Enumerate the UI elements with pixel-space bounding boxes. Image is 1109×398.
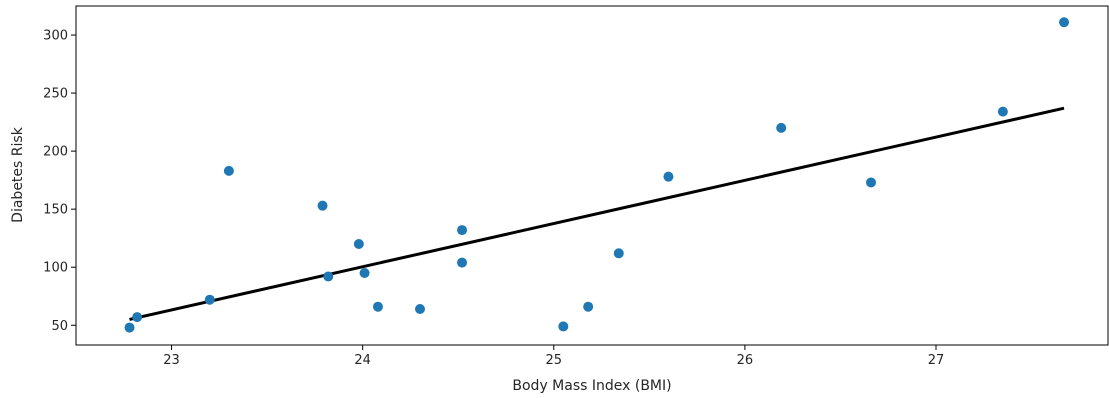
x-tick-label: 26 [737,353,754,368]
data-point [124,322,135,333]
data-point [317,200,328,211]
x-axis-label: Body Mass Index (BMI) [512,378,671,394]
data-point [558,321,569,332]
data-point [613,248,624,259]
data-point [997,106,1008,117]
y-tick-label: 150 [43,203,68,218]
data-point [359,268,370,279]
data-points-layer [124,17,1070,333]
data-point [866,177,877,188]
data-point [583,301,594,312]
plot-area [75,5,1109,346]
data-point [776,122,787,133]
data-point [372,301,383,312]
data-point [1059,17,1070,28]
data-point [204,294,215,305]
data-point [457,225,468,236]
x-tick-label: 23 [163,353,180,368]
y-tick-label: 200 [43,145,68,160]
regression-line [129,106,1065,321]
data-point [323,271,334,282]
data-point [223,165,234,176]
data-point [132,312,143,323]
y-tick-label: 100 [43,261,68,276]
regression-line-layer [129,106,1065,321]
y-tick-label: 300 [43,29,68,44]
x-tick-label: 24 [354,353,371,368]
y-tick-label: 250 [43,87,68,102]
y-tick-label: 50 [51,319,68,334]
data-point [353,238,364,249]
data-point [663,171,674,182]
axis-ticks: 23 24 25 26 27 50 100 150 200 250 300 [43,29,944,368]
data-point [415,304,425,315]
x-tick-label: 25 [546,353,563,368]
data-point [457,257,468,268]
x-tick-label: 27 [928,353,945,368]
y-axis-label: Diabetes Risk [10,126,26,223]
